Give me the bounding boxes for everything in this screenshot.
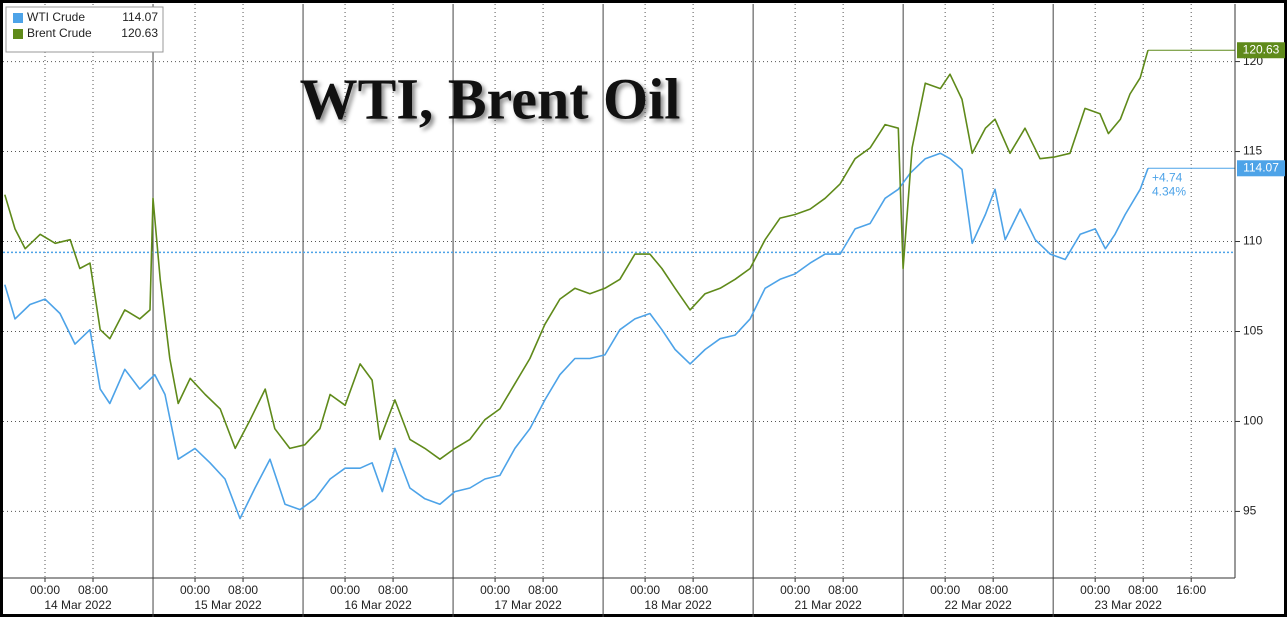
y-tick-label: 115: [1243, 144, 1262, 158]
chart-title: WTI, Brent Oil: [300, 66, 681, 131]
x-tick-label: 08:00: [378, 583, 408, 597]
x-tick-label: 08:00: [78, 583, 108, 597]
x-tick-label: 00:00: [1080, 583, 1110, 597]
last-value-label: 120.63: [1243, 42, 1280, 56]
day-label: 23 Mar 2022: [1094, 598, 1162, 612]
x-tick-label: 00:00: [30, 583, 60, 597]
day-label: 15 Mar 2022: [194, 598, 262, 612]
x-tick-label: 00:00: [480, 583, 510, 597]
y-tick-label: 105: [1243, 324, 1263, 338]
y-tick-label: 100: [1243, 414, 1263, 428]
x-tick-label: 00:00: [630, 583, 660, 597]
last-value-box: [1237, 160, 1285, 177]
x-tick-label: 00:00: [780, 583, 810, 597]
day-label: 16 Mar 2022: [344, 598, 412, 612]
x-tick-label: 08:00: [828, 583, 858, 597]
x-tick-label: 08:00: [528, 583, 558, 597]
series-line: [4, 152, 1149, 520]
x-tick-label: 00:00: [180, 583, 210, 597]
x-tick-label: 08:00: [978, 583, 1008, 597]
legend-label: Brent Crude: [27, 26, 92, 40]
x-tick-label: 08:00: [1128, 583, 1158, 597]
legend-value: 120.63: [121, 26, 158, 40]
plot: +4.744.34%: [3, 49, 1235, 520]
series-line: [4, 49, 1149, 460]
x-tick-label: 00:00: [330, 583, 360, 597]
last-value-box: [1237, 42, 1285, 59]
day-label: 22 Mar 2022: [944, 598, 1012, 612]
legend: WTI Crude 114.07 Brent Crude 120.63: [5, 6, 164, 53]
last-value-label: 114.07: [1243, 160, 1279, 174]
day-label: 14 Mar 2022: [44, 598, 112, 612]
x-tick-label: 08:00: [678, 583, 708, 597]
x-tick-label: 16:00: [1176, 583, 1206, 597]
y-tick-label: 95: [1243, 504, 1257, 518]
x-tick-label: 00:00: [930, 583, 960, 597]
legend-swatch: [13, 29, 23, 39]
day-label: 18 Mar 2022: [644, 598, 712, 612]
annotation: 4.34%: [1152, 184, 1186, 198]
legend-label: WTI Crude: [27, 10, 85, 24]
legend-box: [5, 6, 164, 53]
day-label: 17 Mar 2022: [494, 598, 562, 612]
x-tick-label: 08:00: [228, 583, 258, 597]
legend-swatch: [13, 13, 23, 23]
day-label: 21 Mar 2022: [794, 598, 862, 612]
y-tick-label: 110: [1243, 234, 1262, 248]
annotation: +4.74: [1152, 170, 1183, 184]
legend-value: 114.07: [122, 10, 158, 24]
